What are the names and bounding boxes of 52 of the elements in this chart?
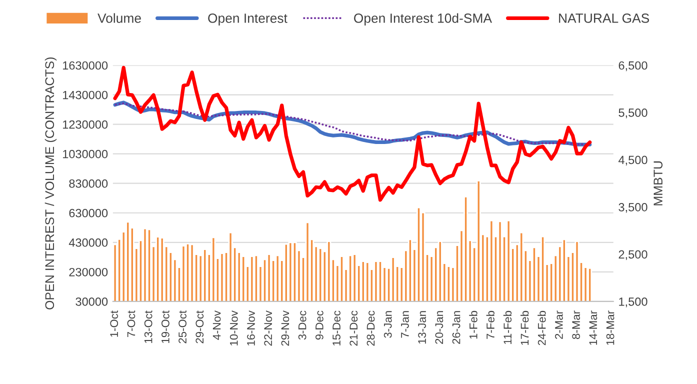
x-tick-label: 18-Mar [606, 310, 614, 345]
x-tick-label: 7-Feb [486, 310, 494, 339]
y-tick-label: 1630000 [63, 61, 108, 70]
y2-axis-title: MMBTU [654, 161, 662, 206]
y2-tick-label: 5,500 [618, 108, 648, 118]
x-tick-label: 10-Nov [230, 310, 238, 346]
y2-tick-label: 4,500 [618, 156, 648, 166]
x-tick-label: 26-Jan [452, 311, 460, 344]
y-tick-label: 230000 [69, 268, 108, 276]
y-tick-label: 1030000 [63, 150, 108, 158]
x-tick-label: 1-Feb [469, 310, 478, 339]
x-tick-label: 29-Oct [196, 310, 204, 344]
x-tick-label: 24-Feb [538, 310, 546, 346]
y-axis-title: OPEN INTEREST / VOLUME (CONTRACTS) [44, 58, 57, 310]
x-tick-label: 19-Oct [161, 310, 170, 343]
x-tick-label: 7-Oct [127, 310, 136, 338]
y-tick-label: 1230000 [63, 120, 108, 129]
y2-tick-label: 6,500 [618, 61, 648, 72]
x-tick-label: 25-Oct [178, 310, 186, 344]
x-tick-label: 15-Dec [332, 310, 340, 346]
x-tick-label: 21-Dec [350, 310, 358, 346]
x-tick-label: 4-Nov [212, 310, 221, 340]
y-tick-label: 1430000 [63, 90, 108, 100]
x-tick-label: 3-Jan [384, 311, 392, 338]
x-tick-label: 7-Jan [401, 311, 409, 338]
legend-label: Volume [98, 13, 141, 23]
x-tick-label: 11-Feb [503, 310, 512, 344]
x-tick-label: 16-Nov [247, 310, 255, 346]
x-tick-label: 28-Dec [366, 310, 375, 346]
y2-tick-label: 3,500 [618, 203, 648, 213]
x-tick-label: 14-Mar [589, 310, 598, 345]
y-tick-label: 430000 [68, 238, 108, 247]
x-tick-label: 2-Mar [555, 310, 563, 339]
y-tick-label: 630000 [69, 208, 108, 218]
x-tick-label: 8-Mar [572, 310, 580, 339]
x-tick-label: 20-Jan [435, 311, 444, 344]
x-tick-label: 3-Dec [298, 310, 306, 340]
x-tick-label: 29-Nov [281, 310, 290, 346]
x-tick-label: 13-Jan [418, 311, 426, 344]
x-tick-label: 13-Oct [144, 310, 152, 343]
y-tick-label: 830000 [69, 179, 108, 188]
x-tick-label: 22-Nov [264, 310, 272, 346]
y-tick-label: 30000 [76, 297, 108, 306]
line-series [113, 66, 592, 202]
y2-tick-label: 1,500 [619, 297, 648, 308]
x-tick-label: 17-Feb [520, 310, 529, 345]
x-tick-label: 1-Oct [110, 310, 118, 337]
legend-label: Open Interest 10d-SMA [354, 13, 492, 26]
x-tick-label: 9-Dec [315, 310, 324, 340]
legend-label: Open Interest [208, 14, 288, 26]
y2-tick-label: 2,500 [618, 250, 648, 260]
legend-label: NATURAL GAS [559, 14, 650, 23]
